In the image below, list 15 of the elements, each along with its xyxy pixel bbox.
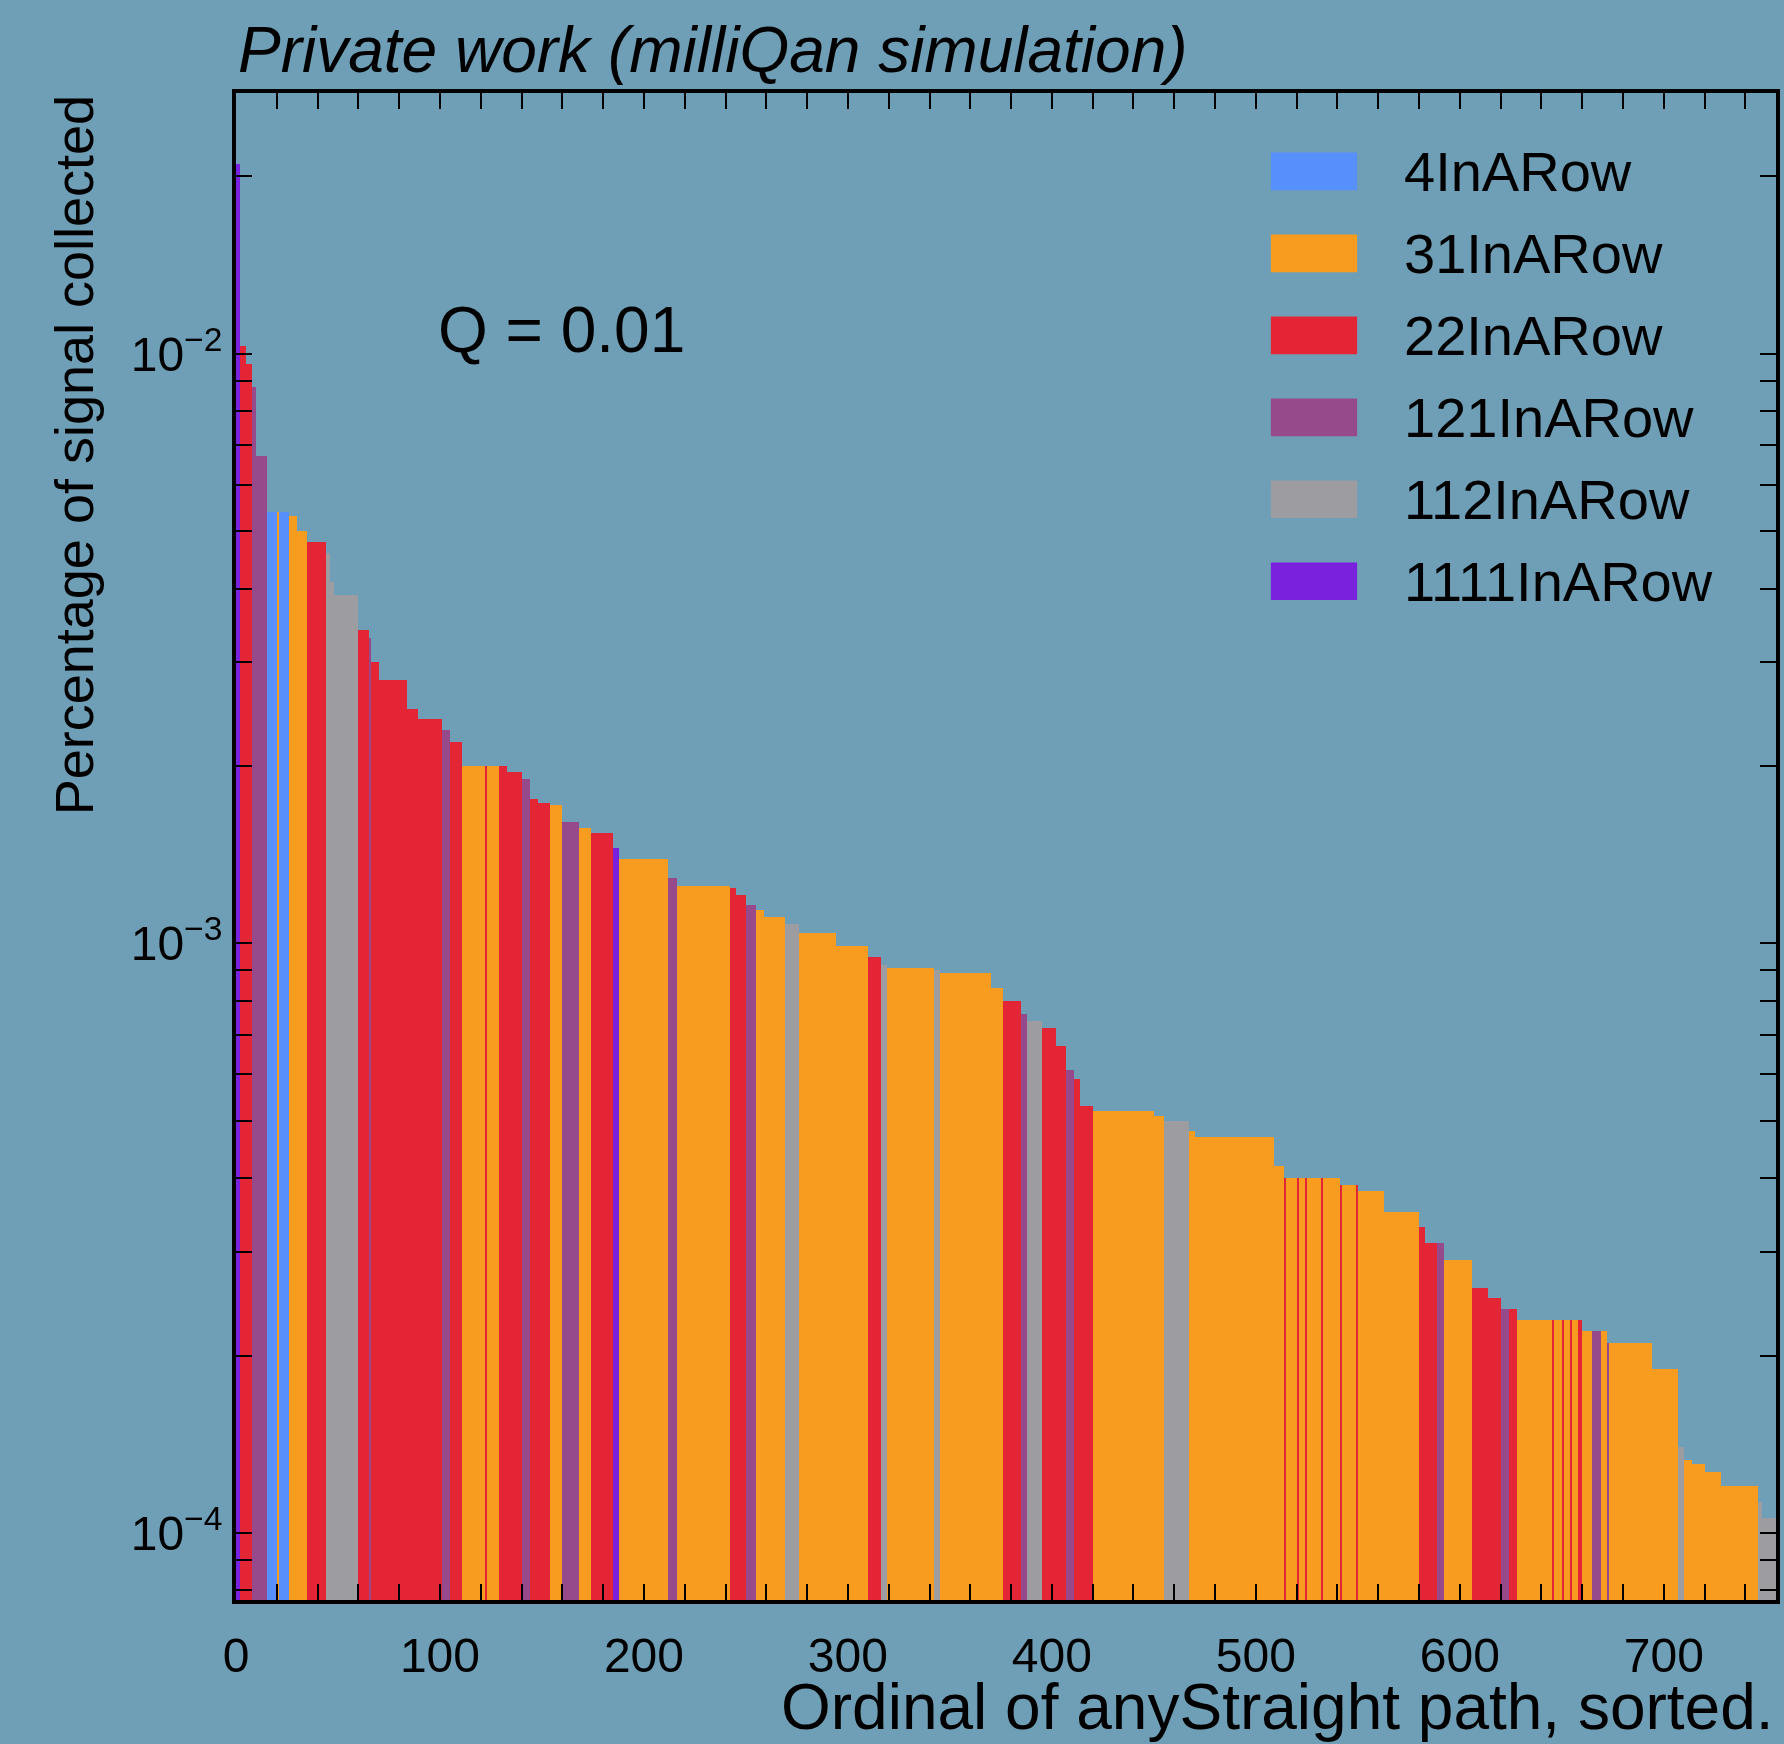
legend-label: 112InARow [1404,468,1690,531]
y-tick-label: 10$^{−3}$ [130,910,223,971]
annotation: Q = 0.01 [438,294,686,366]
legend-label: 31InARow [1404,222,1663,285]
y-tick-label: 10$^{−4}$ [130,1499,223,1560]
x-tick-label: 200 [603,1628,684,1682]
y-tick-label: 10$^{−2}$ [130,320,223,381]
x-tick-label: 0 [222,1628,250,1682]
chart-title: Private work (milliQan simulation) [238,14,1188,86]
legend-label: 4InARow [1404,140,1632,203]
legend-label: 1111InARow [1404,550,1713,613]
y-axis-title: Percentage of signal collected [44,94,105,816]
legend-label: 121InARow [1404,386,1695,449]
legend-label: 22InARow [1404,304,1663,367]
x-tick-label: 100 [399,1628,481,1682]
